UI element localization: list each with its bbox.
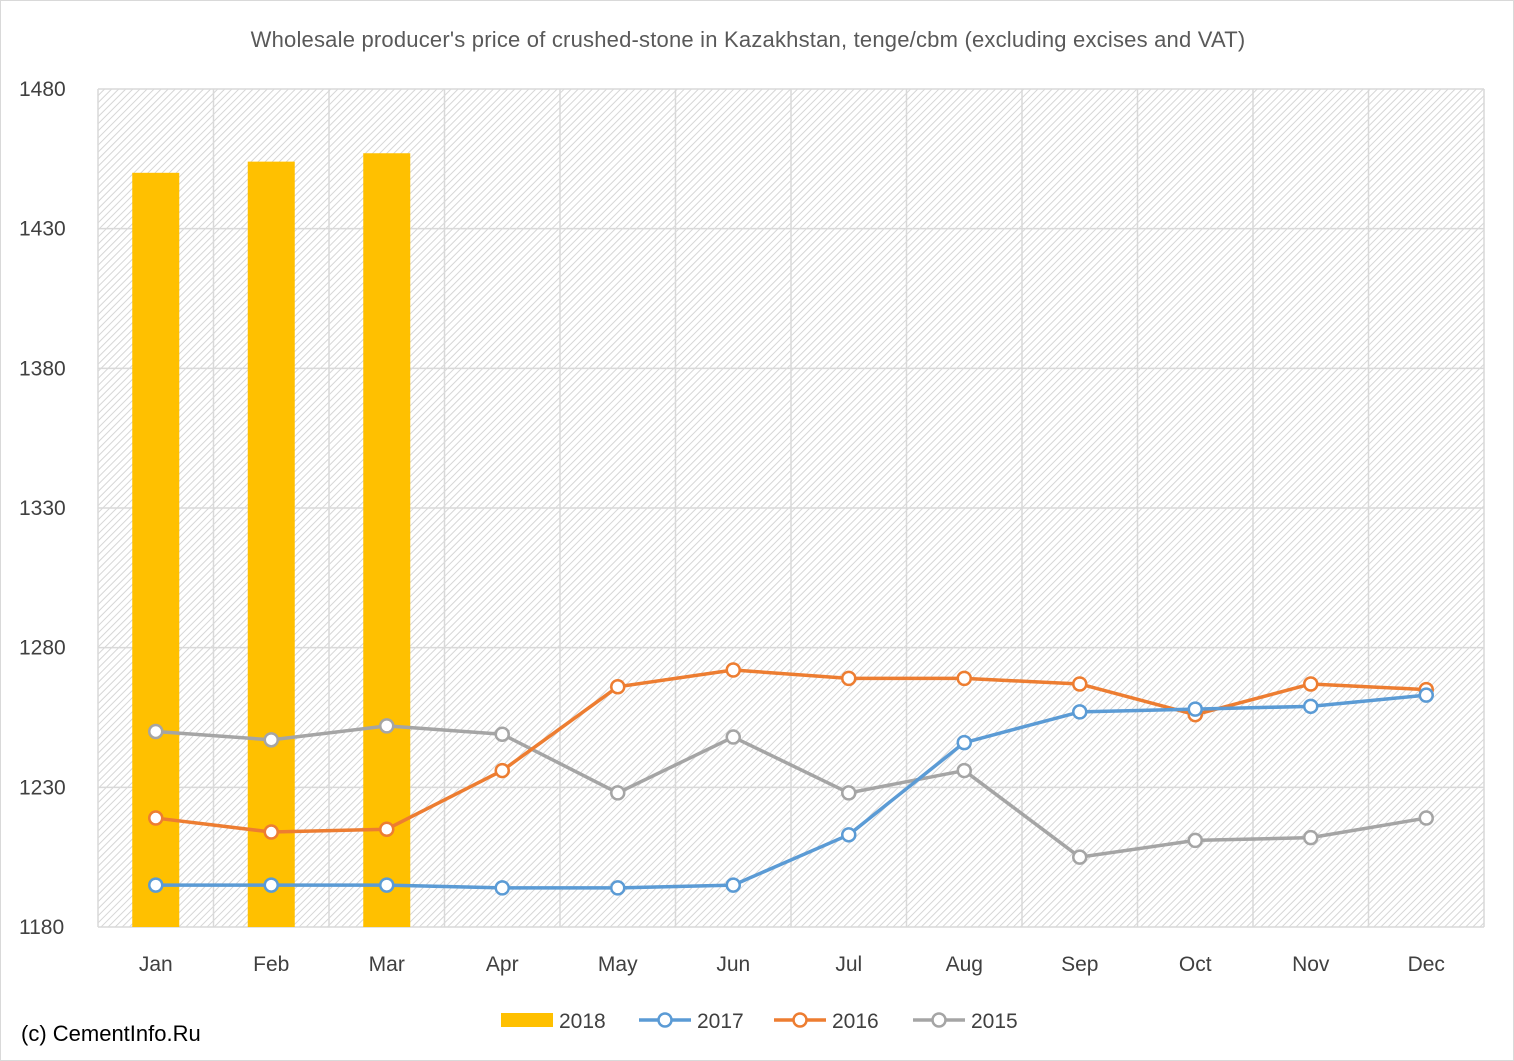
point-2016 <box>148 810 164 826</box>
chart-title: Wholesale producer's price of crushed-st… <box>250 27 1246 52</box>
point-2015 <box>610 785 626 801</box>
point-2015 <box>379 718 395 734</box>
point-2017 <box>1187 701 1203 717</box>
point-2015 <box>1187 832 1203 849</box>
x-tick-label: Jan <box>139 953 173 976</box>
point-2017 <box>263 877 279 893</box>
point-2016 <box>263 824 279 840</box>
x-tick-label: Nov <box>1292 953 1330 976</box>
point-2015 <box>1418 810 1434 826</box>
point-2015 <box>956 762 972 779</box>
x-tick-label: Feb <box>253 953 289 976</box>
bar-2018 <box>247 161 295 928</box>
x-tick-label: Aug <box>946 953 983 976</box>
point-2017 <box>1303 698 1319 715</box>
x-tick-label: May <box>598 953 638 976</box>
x-tick-label: Mar <box>369 953 405 976</box>
point-2017 <box>1418 687 1434 703</box>
point-2017 <box>148 877 164 893</box>
x-tick-label: Jul <box>835 953 862 976</box>
point-2015 <box>841 785 857 801</box>
point-2016 <box>610 679 626 695</box>
x-tick-label: Apr <box>486 953 519 976</box>
point-2016 <box>956 670 972 687</box>
series-line-2015 <box>155 724 1427 859</box>
point-2015 <box>1072 849 1088 865</box>
point-2015 <box>725 729 741 745</box>
legend-label-2015: 2015 <box>971 1010 1018 1033</box>
point-2015 <box>148 723 164 740</box>
point-2017 <box>956 734 972 751</box>
y-tick-label: 1230 <box>19 776 66 799</box>
legend-label-2018: 2018 <box>559 1010 606 1033</box>
point-2016 <box>725 662 741 678</box>
point-2017 <box>494 880 510 896</box>
y-tick-label: 1330 <box>19 497 66 520</box>
legend-marker-2015 <box>931 1012 947 1028</box>
point-2016 <box>494 762 510 779</box>
x-tick-label: Sep <box>1061 953 1098 976</box>
point-2017 <box>725 877 741 893</box>
point-2017 <box>1072 704 1088 720</box>
point-2017 <box>379 877 395 893</box>
x-tick-label: Dec <box>1408 953 1445 976</box>
legend-label-2017: 2017 <box>697 1010 744 1033</box>
legend-swatch-2018 <box>501 1013 553 1027</box>
y-tick-label: 1280 <box>19 637 66 660</box>
y-tick-label: 1480 <box>19 78 66 101</box>
point-2015 <box>1303 829 1319 846</box>
y-tick-label: 1430 <box>19 218 66 241</box>
point-2016 <box>379 821 395 837</box>
x-tick-label: Jun <box>716 953 750 976</box>
point-2015 <box>263 732 279 748</box>
point-2017 <box>841 827 857 843</box>
x-tick-label: Oct <box>1179 953 1212 976</box>
legend-label-2016: 2016 <box>832 1010 879 1033</box>
point-2016 <box>1072 676 1088 692</box>
point-2016 <box>841 670 857 687</box>
bar-2018 <box>132 172 180 928</box>
y-tick-label: 1380 <box>19 357 66 380</box>
y-tick-label: 1180 <box>19 916 64 939</box>
point-2016 <box>1303 676 1319 692</box>
series-line-2017 <box>155 693 1427 890</box>
point-2015 <box>494 726 510 743</box>
bar-2018 <box>363 153 411 927</box>
legend-marker-2017 <box>657 1012 673 1028</box>
copyright-text: (c) CementInfo.Ru <box>21 1021 201 1046</box>
legend-marker-2016 <box>792 1012 808 1028</box>
point-2017 <box>610 880 626 896</box>
